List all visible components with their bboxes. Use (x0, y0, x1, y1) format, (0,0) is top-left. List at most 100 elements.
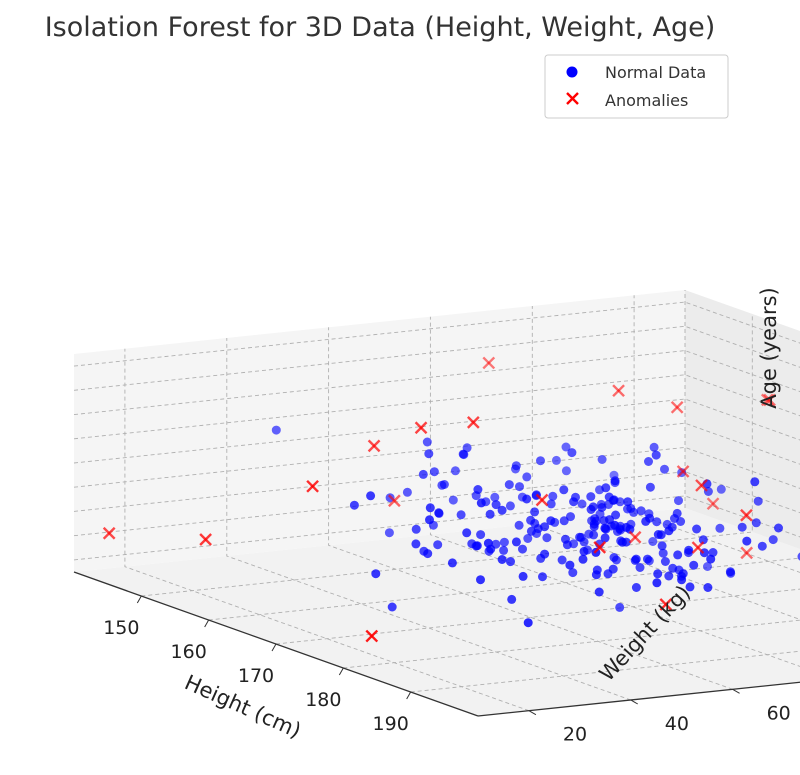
normal-data-point (459, 450, 469, 460)
y-tick-mark (732, 688, 740, 694)
normal-data-point (425, 503, 435, 513)
normal-data-point (644, 457, 653, 466)
normal-data-point (703, 583, 713, 592)
normal-data-point (476, 498, 486, 508)
normal-data-point (526, 526, 536, 536)
anomaly-point (706, 497, 720, 511)
normal-data-point (551, 455, 561, 465)
normal-data-point (716, 484, 726, 494)
normal-data-point (586, 505, 596, 514)
y-tick-label: 60 (767, 702, 791, 724)
legend[interactable]: Normal Data Anomalies (544, 54, 729, 119)
anomaly-point (760, 393, 774, 407)
x-tick-mark (271, 643, 277, 652)
anomaly-point (306, 479, 319, 493)
anomaly-point (367, 439, 381, 453)
anomaly-point (199, 533, 212, 546)
x-tick-mark (406, 691, 412, 700)
anomaly-point (691, 541, 705, 554)
normal-data-point (511, 464, 520, 474)
normal-data-point (569, 539, 579, 549)
normal-data-point (568, 568, 578, 578)
normal-data-point (631, 583, 641, 592)
normal-data-point (670, 514, 679, 523)
z-axis-label: Age (years) (757, 287, 781, 408)
z-grid-line (73, 301, 800, 367)
normal-data-point (518, 571, 528, 581)
normal-data-point (589, 519, 599, 529)
normal-data-point (597, 455, 607, 464)
normal-data-point (514, 520, 524, 530)
normal-data-point (540, 549, 550, 559)
anomaly-point (670, 400, 684, 414)
normal-data-point (653, 530, 663, 539)
normal-data-point (660, 557, 670, 566)
z-grid-line (73, 495, 800, 561)
normal-data-point (559, 485, 569, 495)
normal-data-point (557, 555, 567, 565)
normal-data-point (505, 501, 515, 511)
normal-data-point (575, 532, 585, 542)
normal-data-point (387, 602, 397, 612)
legend-normal-label: Normal Data (605, 63, 706, 82)
normal-data-point (424, 449, 434, 459)
normal-data-point (411, 539, 421, 549)
y-tick-label: 40 (665, 713, 689, 735)
normal-data-point (797, 552, 800, 561)
normal-data-point (660, 464, 669, 474)
anomaly-point (388, 494, 401, 508)
normal-data-point (530, 507, 540, 517)
x-grid-line (141, 314, 753, 597)
normal-data-point (600, 533, 610, 543)
normal-data-point (685, 582, 695, 592)
normal-data-point (706, 554, 716, 564)
anomaly-point (763, 393, 776, 407)
normal-data-point (523, 618, 533, 628)
normal-data-point (689, 560, 699, 570)
legend-normal-marker-icon (566, 66, 578, 78)
normal-data-point (586, 492, 596, 502)
normal-data-point (515, 482, 524, 492)
normal-data-point (750, 477, 760, 487)
normal-data-point (658, 548, 668, 558)
anomaly-point (365, 629, 379, 643)
normal-data-point (653, 569, 663, 579)
normal-data-point (429, 467, 439, 477)
normal-data-point (522, 472, 532, 482)
normal-data-point (692, 524, 702, 534)
normal-data-points (271, 425, 800, 628)
normal-data-point (476, 575, 485, 585)
tick-labels: 1501601701801902040608010012010203040506… (103, 595, 791, 746)
normal-data-point (561, 442, 571, 452)
y-tick-mark (528, 710, 537, 716)
normal-data-point (271, 425, 281, 435)
normal-data-point (418, 469, 428, 479)
normal-data-point (596, 499, 606, 509)
anomaly-point (593, 541, 607, 554)
normal-data-point (523, 534, 533, 543)
normal-data-point (631, 554, 641, 564)
anomaly-point (466, 416, 480, 429)
normal-data-point (471, 491, 481, 501)
normal-data-point (434, 508, 444, 518)
normal-data-point (349, 500, 359, 510)
normal-data-point (623, 497, 633, 507)
normal-data-point (698, 535, 708, 545)
normal-data-point (507, 594, 517, 604)
normal-data-point (621, 537, 631, 547)
normal-data-point (504, 480, 514, 490)
normal-data-point (511, 537, 521, 547)
normal-data-point (548, 491, 558, 501)
normal-data-point (497, 505, 507, 515)
grid-lines (73, 290, 800, 712)
chart-title: Isolation Forest for 3D Data (Height, We… (45, 12, 716, 43)
normal-data-point (774, 523, 783, 533)
normal-data-point (629, 507, 639, 517)
normal-data-point (595, 485, 604, 495)
legend-anomaly-marker-icon (566, 92, 579, 105)
z-grid-line (73, 471, 800, 537)
normal-data-point (411, 524, 421, 534)
normal-data-point (583, 545, 592, 555)
normal-data-point (499, 537, 509, 547)
